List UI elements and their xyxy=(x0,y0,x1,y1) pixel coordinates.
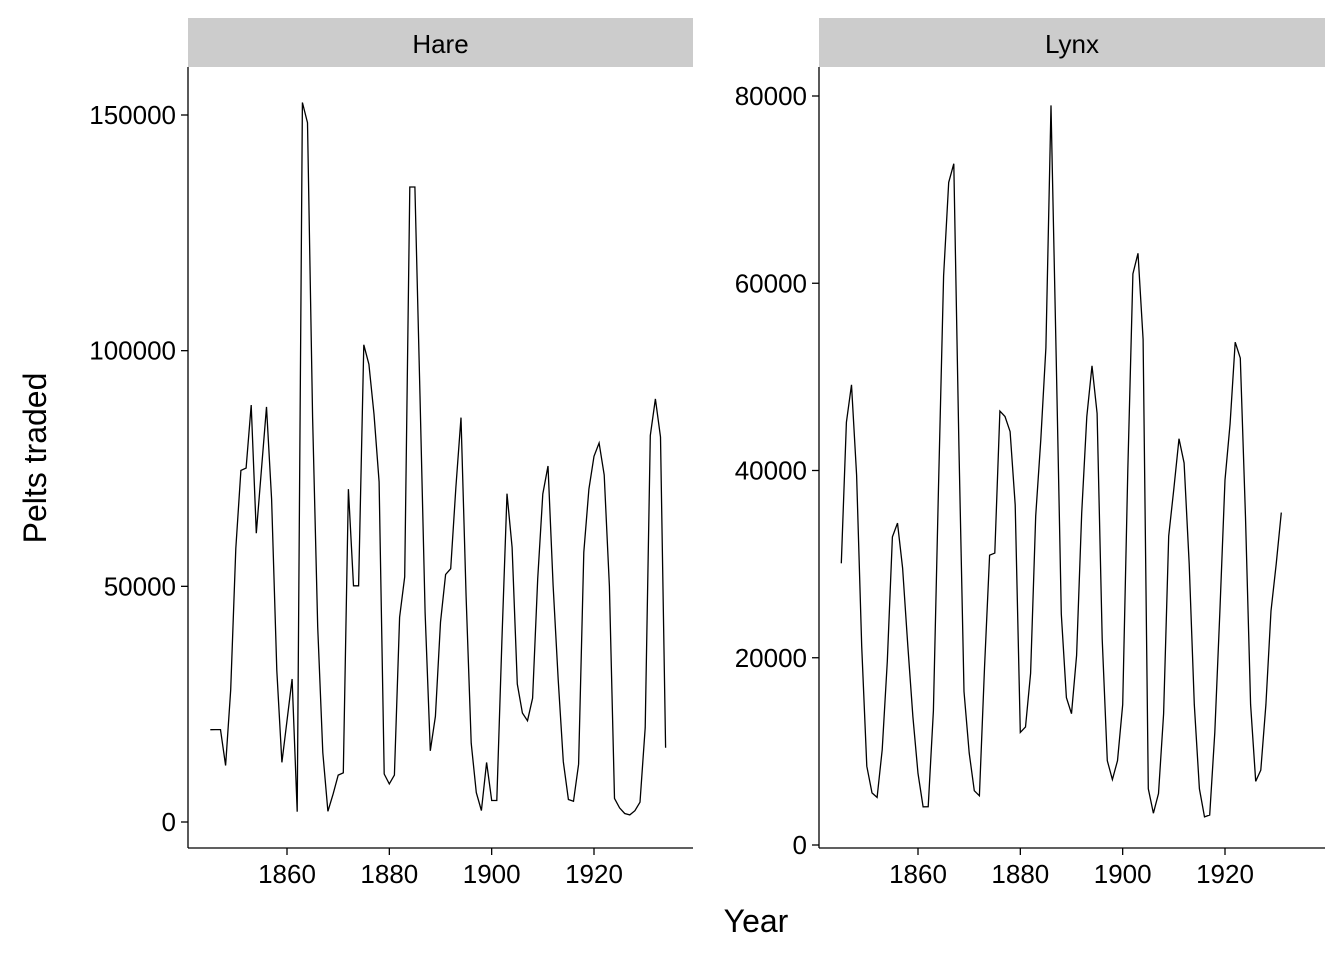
series-line-lynx xyxy=(840,105,1282,818)
strip-lynx xyxy=(819,18,1325,67)
y-tick-label-hare: 0 xyxy=(162,807,176,837)
y-tick-label-lynx: 0 xyxy=(793,830,807,860)
y-tick-label-hare: 150000 xyxy=(89,100,176,130)
x-tick-label-lynx: 1920 xyxy=(1196,859,1254,889)
y-tick-label-hare: 50000 xyxy=(104,571,176,601)
panel-lynx: Lynx 0 20000 40000 60000 80000 1860 1880 1900 192… xyxy=(735,18,1325,889)
y-tick-label-lynx: 40000 xyxy=(735,456,807,486)
y-tick-label-lynx: 60000 xyxy=(735,268,807,298)
x-tick-label-hare: 1900 xyxy=(463,859,521,889)
strip-label-lynx: Lynx xyxy=(1045,29,1099,59)
y-tick-label-lynx: 20000 xyxy=(735,643,807,673)
x-tick-label-lynx: 1900 xyxy=(1094,859,1152,889)
y-axis-title: Pelts traded xyxy=(17,373,53,544)
x-axis-title: Year xyxy=(724,903,789,939)
strip-hare xyxy=(188,18,693,67)
x-tick-label-hare: 1920 xyxy=(565,859,623,889)
x-tick-label-lynx: 1860 xyxy=(889,859,947,889)
x-tick-label-hare: 1880 xyxy=(360,859,418,889)
strip-label-hare: Hare xyxy=(412,29,468,59)
panel-hare: Hare 0 50000 100000 150000 1860 1880 1900 1920 xyxy=(89,18,693,889)
x-tick-label-hare: 1860 xyxy=(258,859,316,889)
x-tick-label-lynx: 1880 xyxy=(991,859,1049,889)
y-tick-label-hare: 100000 xyxy=(89,336,176,366)
series-line-hare xyxy=(210,102,667,816)
y-tick-label-lynx: 80000 xyxy=(735,81,807,111)
